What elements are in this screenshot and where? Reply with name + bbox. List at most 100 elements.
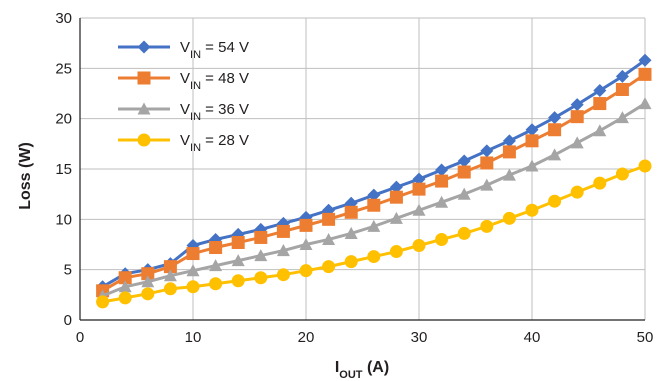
data-point [435, 195, 449, 208]
y-tick-label: 0 [64, 312, 72, 329]
data-point [638, 53, 652, 67]
y-tick-labels: 0 5 10 15 20 25 30 [55, 10, 72, 329]
data-point [638, 67, 652, 81]
data-point [457, 165, 471, 179]
data-point [525, 123, 539, 137]
legend-label: VIN = 54 V [180, 39, 249, 61]
legend-label-rest: = 54 V [201, 39, 249, 56]
data-point [322, 212, 336, 226]
x-tick-label: 20 [298, 329, 315, 346]
legend-entry: VIN = 36 V [118, 101, 249, 123]
legend-entry: VIN = 54 V [118, 39, 249, 61]
legend-marker [137, 102, 151, 115]
legend-marker [137, 71, 151, 85]
data-point [593, 97, 607, 111]
data-point [367, 198, 381, 212]
data-point [502, 145, 516, 159]
data-point [593, 124, 607, 137]
legend-label-rest: = 48 V [201, 70, 249, 87]
data-point [141, 275, 155, 288]
y-tick-label: 30 [55, 10, 72, 27]
series-2 [96, 97, 652, 302]
data-point [186, 264, 200, 277]
legend-label-subscript: IN [190, 142, 201, 154]
data-point [254, 271, 268, 285]
legend-marker [137, 40, 151, 54]
y-tick-label: 25 [55, 60, 72, 77]
data-point [435, 232, 449, 246]
data-point [209, 277, 223, 291]
legend-label: VIN = 28 V [180, 132, 249, 154]
data-point [480, 178, 494, 191]
data-point [231, 235, 245, 249]
data-point [412, 182, 426, 196]
data-point [118, 271, 132, 285]
data-point [480, 219, 494, 233]
data-point [615, 82, 629, 96]
legend-entry: VIN = 48 V [118, 70, 249, 92]
x-tick-label: 40 [524, 329, 541, 346]
data-point [480, 156, 494, 170]
legend-label-main: V [180, 70, 190, 87]
data-point [389, 245, 403, 259]
data-point [548, 123, 562, 137]
legend-label-subscript: IN [190, 111, 201, 123]
data-point [209, 241, 223, 255]
data-point [118, 280, 132, 293]
data-point [502, 168, 516, 181]
data-point [412, 172, 426, 186]
y-tick-label: 5 [64, 262, 72, 279]
data-point [141, 267, 155, 281]
data-point [344, 205, 358, 219]
data-point [344, 255, 358, 269]
y-tick-label: 20 [55, 111, 72, 128]
data-point [548, 194, 562, 208]
x-tick-label: 50 [637, 329, 654, 346]
data-point [502, 134, 516, 148]
data-point [163, 269, 177, 282]
y-tick-label: 10 [55, 211, 72, 228]
x-tick-label: 10 [185, 329, 202, 346]
data-point [457, 187, 471, 200]
data-point [570, 136, 584, 149]
data-point [525, 134, 539, 148]
data-point [615, 69, 629, 83]
data-point [435, 163, 449, 177]
data-point [548, 111, 562, 125]
data-point [231, 274, 245, 288]
data-point [299, 264, 313, 278]
x-axis-title-unit: (A) [363, 359, 390, 376]
data-point [593, 176, 607, 190]
data-point [163, 282, 177, 296]
x-axis-title-main: I [335, 359, 339, 376]
grid [79, 17, 646, 321]
x-tick-labels: 0 10 20 30 40 50 [76, 329, 654, 346]
data-point [412, 203, 426, 216]
data-point [299, 218, 313, 232]
data-point [502, 211, 516, 225]
legend-label-rest: = 28 V [201, 132, 249, 149]
legend-label-subscript: IN [190, 80, 201, 92]
data-point [570, 110, 584, 124]
legend-label-subscript: IN [190, 49, 201, 61]
data-point [615, 167, 629, 181]
data-point [367, 188, 381, 202]
data-point [457, 226, 471, 240]
data-point [638, 97, 652, 110]
data-point [322, 260, 336, 274]
data-point [367, 250, 381, 264]
data-point [186, 247, 200, 261]
series-layer [96, 53, 652, 309]
data-point [593, 83, 607, 97]
data-point [615, 111, 629, 124]
series-1 [96, 67, 652, 298]
x-tick-label: 0 [76, 329, 84, 346]
data-point [209, 259, 223, 272]
legend-label-main: V [180, 39, 190, 56]
data-point [389, 190, 403, 204]
y-tick-label: 15 [55, 161, 72, 178]
data-point [412, 239, 426, 253]
data-point [96, 295, 110, 309]
